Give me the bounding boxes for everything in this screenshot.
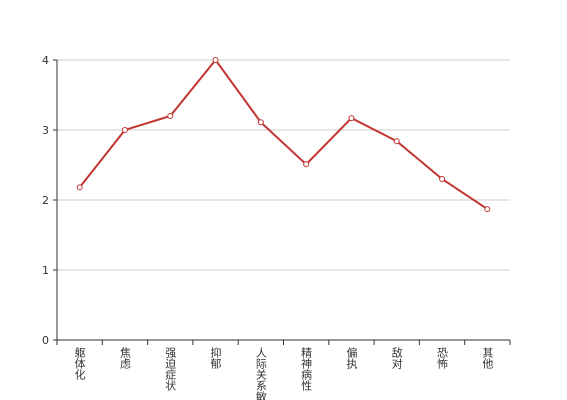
- x-tick-label: 精神病性: [300, 347, 313, 392]
- y-tick-label: 0: [42, 334, 49, 347]
- x-tick-label: 躯体化: [73, 347, 86, 381]
- point: [121, 127, 128, 133]
- x-tick-label: 焦虑: [118, 347, 131, 369]
- x-tick-label: 人际关系敏感: [254, 347, 267, 400]
- x-tick-label: 偏执: [345, 346, 358, 370]
- y-tick-label: 4: [42, 54, 49, 67]
- point: [212, 57, 219, 63]
- x-tick-label: 强迫症状: [164, 347, 177, 391]
- y-tick-label: 2: [42, 194, 49, 207]
- x-tick-label: 其他: [481, 347, 494, 369]
- x-tick-label: 敌对: [390, 346, 403, 369]
- point: [393, 138, 400, 145]
- point: [439, 176, 446, 182]
- point: [348, 115, 355, 122]
- point: [167, 113, 174, 119]
- y-tick-label: 3: [42, 124, 49, 137]
- point: [76, 184, 83, 191]
- point: [303, 161, 310, 168]
- y-tick-label: 1: [42, 264, 49, 277]
- point: [257, 119, 264, 126]
- x-tick-label: 恐怖: [436, 347, 449, 369]
- line: [78, 58, 488, 210]
- x-tick-label: 抑郁: [209, 346, 222, 369]
- point: [484, 206, 491, 213]
